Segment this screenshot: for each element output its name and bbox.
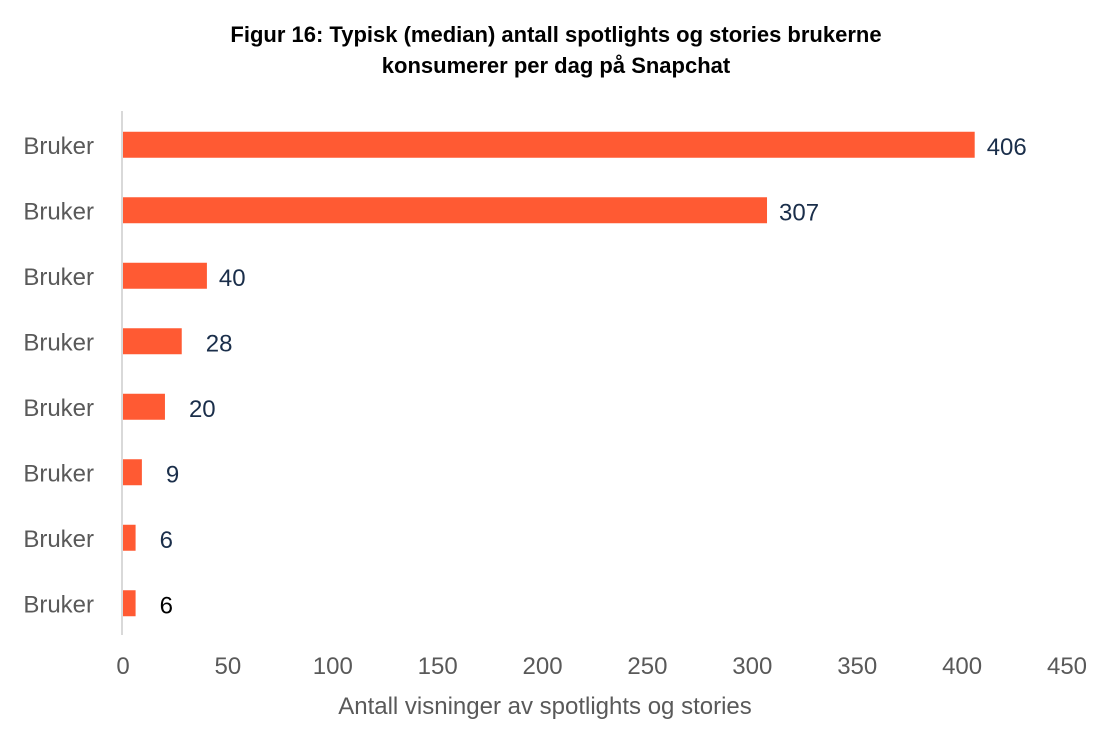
x-tick-label: 0 — [116, 653, 129, 680]
chart-title-line-2: konsumerer per dag på Snapchat — [381, 53, 731, 78]
bar — [123, 197, 768, 224]
data-label: 20 — [189, 396, 216, 423]
chart-title-line-1: Figur 16: Typisk (median) antall spotlig… — [230, 22, 882, 47]
category-label: Bruker — [23, 395, 94, 422]
category-label: Bruker — [23, 264, 94, 291]
x-tick-label: 400 — [942, 653, 982, 680]
x-tick-label: 200 — [523, 653, 563, 680]
category-label: Bruker — [23, 198, 94, 225]
category-label: Bruker — [23, 133, 94, 160]
x-axis-label: Antall visninger av spotlights og storie… — [338, 693, 752, 720]
data-label: 9 — [166, 461, 179, 488]
category-label: Bruker — [23, 591, 94, 618]
x-tick-label: 150 — [418, 653, 458, 680]
data-label: 6 — [160, 527, 173, 554]
bar — [123, 524, 136, 551]
category-label: Bruker — [23, 526, 94, 553]
data-label: 406 — [987, 134, 1027, 161]
x-tick-label: 250 — [627, 653, 667, 680]
data-label: 28 — [206, 330, 233, 357]
bar — [123, 459, 142, 486]
bar — [123, 131, 975, 158]
bar — [123, 590, 136, 617]
data-label: 40 — [219, 265, 246, 292]
x-tick-label: 300 — [732, 653, 772, 680]
x-tick-label: 50 — [215, 653, 242, 680]
category-label: Bruker — [23, 329, 94, 356]
x-tick-label: 100 — [313, 653, 353, 680]
x-tick-label: 450 — [1047, 653, 1087, 680]
data-label: 6 — [160, 592, 173, 619]
x-tick-label: 350 — [837, 653, 877, 680]
bar — [123, 393, 165, 420]
category-label: Bruker — [23, 460, 94, 487]
data-label: 307 — [779, 199, 819, 226]
bar — [123, 328, 182, 355]
bar — [123, 262, 207, 289]
